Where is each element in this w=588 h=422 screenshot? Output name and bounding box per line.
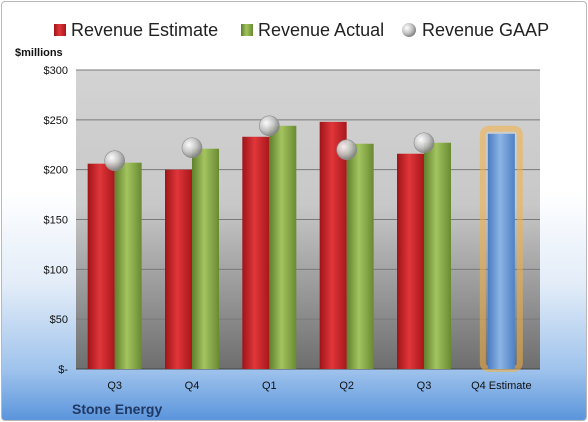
- estimate-bar: [87, 163, 115, 369]
- bars: [87, 121, 523, 372]
- actual-bar: [192, 148, 219, 369]
- estimate-bar: [165, 169, 192, 369]
- gaap-marker: [336, 139, 357, 161]
- company-name: Stone Energy: [72, 401, 162, 417]
- forecast-bar: [487, 133, 515, 369]
- x-tick-label: Q3: [107, 380, 122, 392]
- legend-label-estimate: Revenue Estimate: [71, 20, 218, 40]
- y-tick-label: $50: [50, 314, 68, 326]
- estimate-bar: [319, 121, 347, 370]
- gaap-markers: [104, 115, 435, 171]
- actual-bar: [424, 142, 451, 369]
- y-unit-label: $millions: [15, 47, 63, 59]
- y-tick-label: $200: [44, 165, 68, 177]
- y-tick-label: $100: [44, 264, 68, 276]
- gaap-marker: [181, 137, 203, 159]
- estimate-bar: [397, 153, 424, 369]
- legend-item-actual: Revenue Actual: [241, 20, 384, 40]
- x-axis: Q3 Q4 Q1 Q2 Q3 Q4 Estimate: [107, 380, 531, 392]
- legend-item-gaap: Revenue GAAP: [402, 20, 549, 40]
- gaap-marker: [104, 150, 125, 171]
- x-tick-label: Q4: [185, 380, 200, 392]
- y-tick-label: $250: [44, 115, 68, 127]
- actual-bar: [269, 125, 297, 370]
- actual-bar: [346, 143, 374, 369]
- gaap-marker: [413, 132, 435, 154]
- y-axis: $- $50 $100 $150 $200 $250 $300: [44, 65, 69, 376]
- legend: Revenue Estimate Revenue Actual Revenue …: [54, 20, 549, 40]
- y-tick-label: $300: [44, 65, 68, 77]
- legend-marker-gaap: [402, 23, 416, 37]
- y-tick-label: $150: [44, 215, 68, 227]
- x-tick-label: Q2: [339, 380, 354, 392]
- legend-swatch-actual: [241, 24, 253, 36]
- y-tick-label: $-: [58, 364, 68, 376]
- gridlines: [76, 69, 540, 370]
- estimate-bar: [242, 136, 270, 369]
- actual-bar: [114, 162, 142, 369]
- legend-item-estimate: Revenue Estimate: [54, 20, 218, 40]
- gaap-marker: [259, 115, 280, 137]
- legend-swatch-estimate: [54, 24, 66, 36]
- x-tick-label: Q1: [262, 380, 277, 392]
- x-tick-label: Q4 Estimate: [471, 380, 532, 392]
- x-tick-label: Q3: [417, 380, 432, 392]
- legend-label-actual: Revenue Actual: [258, 20, 384, 40]
- legend-label-gaap: Revenue GAAP: [422, 20, 549, 40]
